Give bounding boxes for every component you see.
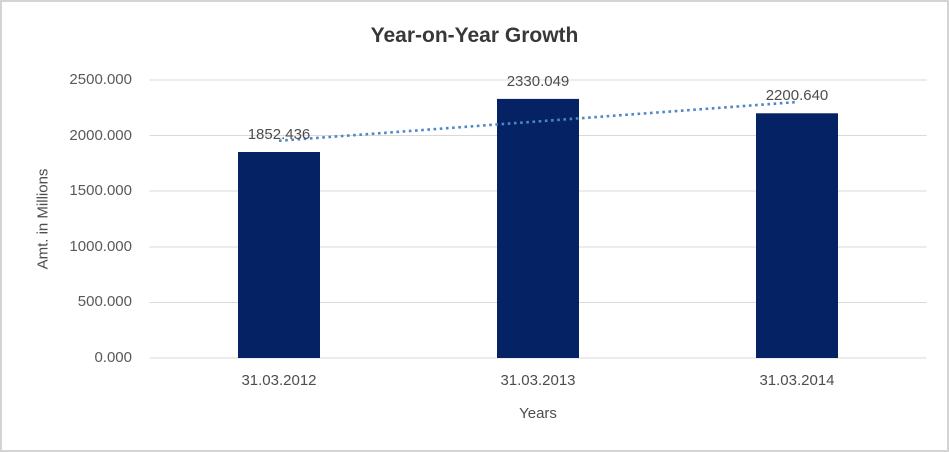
y-tick-label: 1000.000 <box>69 237 132 255</box>
y-axis-title: Amt. in Millions <box>34 168 52 270</box>
x-axis-title: Years <box>519 405 557 422</box>
y-tick-label: 500.000 <box>77 293 132 311</box>
bar-31.03.2014 <box>756 113 838 358</box>
x-category-label: 31.03.2013 <box>500 372 576 389</box>
y-tick-label: 2500.000 <box>69 71 132 88</box>
bar-31.03.2013 <box>497 98 579 358</box>
chart-title: Year-on-Year Growth <box>370 24 579 47</box>
y-tick-label: 1500.000 <box>69 182 132 200</box>
data-label: 1852.436 <box>247 126 311 143</box>
y-tick-label: 2000.000 <box>69 126 132 144</box>
x-category-label: 31.03.2012 <box>241 372 317 389</box>
data-label: 2200.640 <box>765 87 829 105</box>
bar-31.03.2012 <box>238 152 320 358</box>
data-label: 2330.049 <box>506 72 570 90</box>
x-category-label: 31.03.2014 <box>759 372 835 389</box>
y-tick-label: 0.000 <box>94 349 132 366</box>
